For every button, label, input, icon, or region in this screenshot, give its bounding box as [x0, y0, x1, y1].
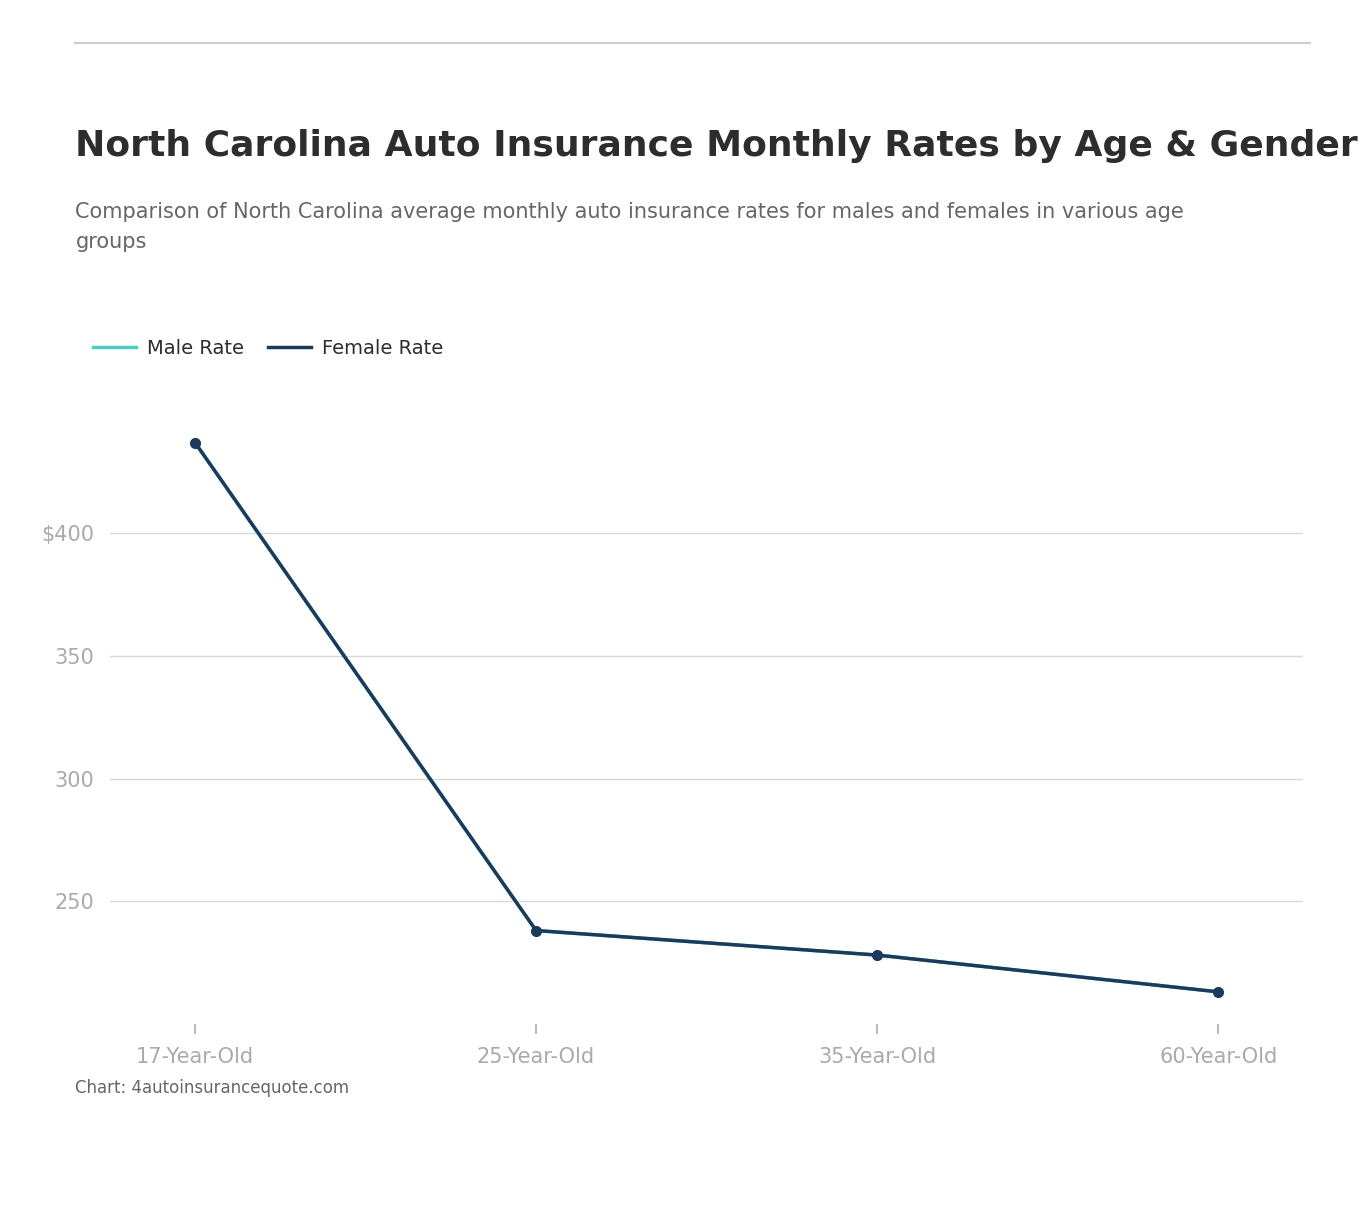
Text: Chart: 4autoinsurancequote.com: Chart: 4autoinsurancequote.com: [75, 1079, 350, 1097]
Text: Comparison of North Carolina average monthly auto insurance rates for males and : Comparison of North Carolina average mon…: [75, 202, 1184, 251]
Legend: Male Rate, Female Rate: Male Rate, Female Rate: [85, 331, 451, 365]
Text: North Carolina Auto Insurance Monthly Rates by Age & Gender: North Carolina Auto Insurance Monthly Ra…: [75, 129, 1358, 163]
